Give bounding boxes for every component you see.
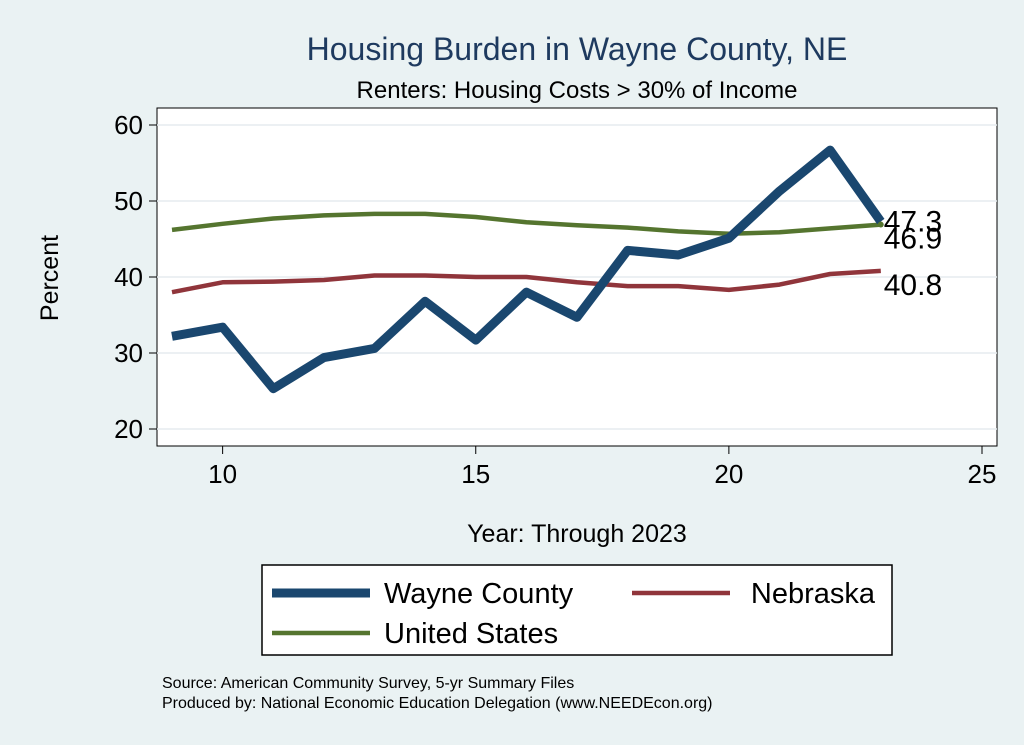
- x-tick-label: 15: [461, 459, 490, 489]
- series-line-united-states: [171, 211, 881, 236]
- end-value-label: 47.3: [884, 206, 942, 239]
- x-axis: 10 15 20 25: [208, 446, 996, 489]
- series-lines: [171, 145, 885, 394]
- chart-title: Housing Burden in Wayne County, NE: [307, 31, 848, 67]
- x-tick-label: 25: [968, 459, 997, 489]
- series-line-nebraska: [171, 268, 881, 295]
- source-note: Source: American Community Survey, 5-yr …: [162, 675, 574, 692]
- legend: Wayne County Nebraska United States: [261, 564, 893, 656]
- legend-box: [261, 564, 893, 656]
- x-tick-label: 10: [208, 459, 237, 489]
- end-labels: 47.346.9 40.8: [884, 206, 942, 302]
- us-end-point: [877, 221, 884, 228]
- series-line-wayne-county: [171, 145, 885, 394]
- legend-label: Nebraska: [751, 578, 876, 610]
- chart-subtitle: Renters: Housing Costs > 30% of Income: [357, 77, 798, 104]
- y-axis-label: Percent: [36, 235, 64, 321]
- y-tick-label: 20: [114, 414, 143, 444]
- legend-label: Wayne County: [384, 578, 574, 610]
- end-value-label: 46.9: [884, 223, 942, 256]
- gridlines: [157, 124, 997, 430]
- legend-label: United States: [384, 618, 558, 650]
- x-tick-label: 20: [714, 459, 743, 489]
- y-tick-label: 50: [114, 186, 143, 216]
- y-axis: 20 30 40 50 60: [114, 110, 157, 444]
- y-tick-label: 30: [114, 338, 143, 368]
- x-axis-label: Year: Through 2023: [467, 520, 687, 548]
- y-tick-label: 40: [114, 262, 143, 292]
- producer-note: Produced by: National Economic Education…: [162, 695, 713, 712]
- y-tick-label: 60: [114, 110, 143, 140]
- end-value-label: 40.8: [884, 269, 942, 302]
